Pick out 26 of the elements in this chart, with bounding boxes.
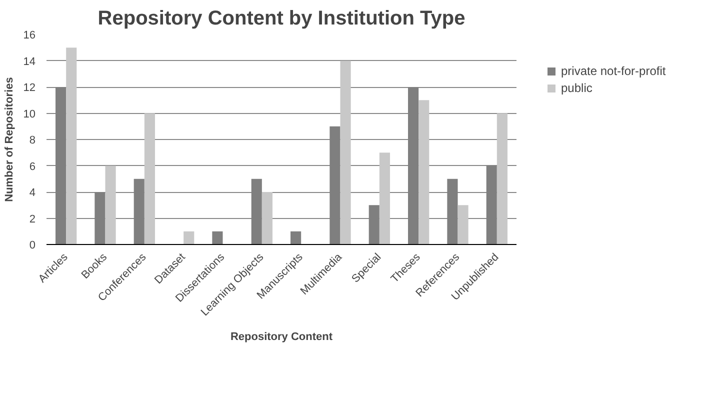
- y-tick-label: 14: [23, 56, 36, 68]
- bar: [340, 60, 351, 244]
- y-tick-label: 2: [29, 213, 36, 226]
- legend-label: public: [561, 81, 592, 95]
- y-tick-label: 8: [29, 134, 36, 146]
- chart-title: Repository Content by Institution Type: [98, 8, 466, 30]
- y-tick-label: 4: [29, 187, 36, 199]
- y-tick-label: 6: [29, 160, 36, 173]
- bar: [290, 231, 302, 244]
- bar: [418, 100, 430, 244]
- bar: [496, 113, 508, 244]
- bar: [458, 205, 468, 244]
- bar: [262, 192, 272, 244]
- bar: [144, 113, 155, 244]
- y-tick-label: 12: [23, 82, 36, 94]
- bar: [184, 231, 194, 244]
- y-tick-label: 16: [23, 30, 36, 42]
- bar: [212, 231, 223, 244]
- bar: [105, 166, 116, 244]
- bar: [66, 48, 77, 244]
- legend-label: private not-for-profit: [561, 64, 666, 78]
- x-axis-title: Repository Content: [230, 330, 333, 343]
- y-axis-title: Number of Repositories: [3, 77, 16, 202]
- y-tick-label: 0: [29, 240, 36, 252]
- y-tick-label: 10: [23, 108, 36, 120]
- bar: [379, 152, 390, 244]
